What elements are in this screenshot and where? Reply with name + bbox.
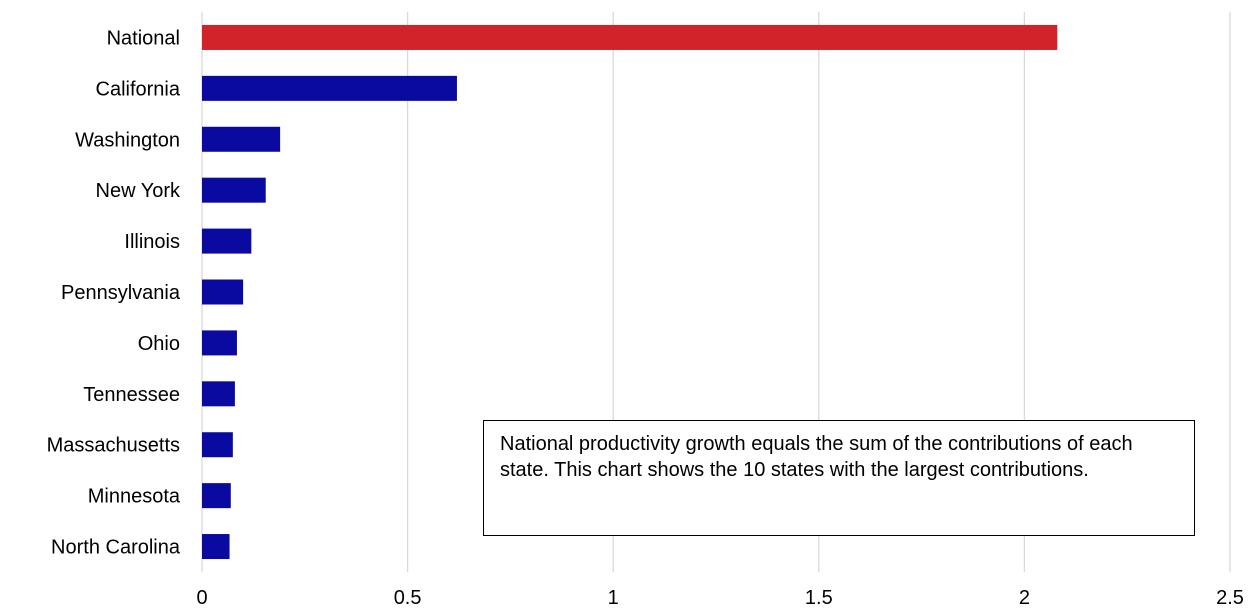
bar-massachusetts — [202, 432, 233, 458]
annotation-text: National productivity growth equals the … — [500, 433, 1133, 481]
bar-california — [202, 75, 457, 101]
category-label-illinois: Illinois — [124, 231, 180, 253]
bar-national — [202, 24, 1058, 50]
bar-washington — [202, 126, 281, 152]
category-label-tennessee: Tennessee — [83, 384, 180, 406]
category-label-north-carolina: North Carolina — [51, 537, 181, 559]
gridlines — [201, 12, 1231, 572]
x-tick-label-5: 2.5 — [1216, 587, 1244, 609]
category-label-california: California — [96, 78, 181, 100]
x-tick-label-2: 1 — [608, 587, 619, 609]
x-tick-label-4: 2 — [1019, 587, 1030, 609]
bar-north-carolina — [202, 534, 230, 560]
category-label-ohio: Ohio — [138, 333, 180, 355]
category-label-pennsylvania: Pennsylvania — [61, 282, 181, 304]
bar-pennsylvania — [202, 279, 244, 305]
annotation-box: National productivity growth equals the … — [483, 420, 1195, 536]
category-label-minnesota: Minnesota — [88, 486, 181, 508]
bar-new-york — [202, 177, 266, 203]
x-tick-label-3: 1.5 — [805, 587, 833, 609]
category-label-national: National — [107, 27, 180, 49]
x-tick-label-1: 0.5 — [394, 587, 422, 609]
bars — [202, 24, 1058, 560]
category-label-washington: Washington — [75, 129, 180, 151]
category-label-new-york: New York — [96, 180, 181, 202]
x-tick-labels: 0 0.5 1 1.5 2 2.5 — [196, 587, 1243, 609]
bar-ohio — [202, 330, 237, 356]
bar-minnesota — [202, 483, 231, 509]
x-tick-label-0: 0 — [196, 587, 207, 609]
category-label-massachusetts: Massachusetts — [47, 435, 180, 457]
bar-tennessee — [202, 381, 235, 407]
category-labels: National California Washington New York Illi… — [47, 27, 181, 558]
bar-illinois — [202, 228, 252, 254]
